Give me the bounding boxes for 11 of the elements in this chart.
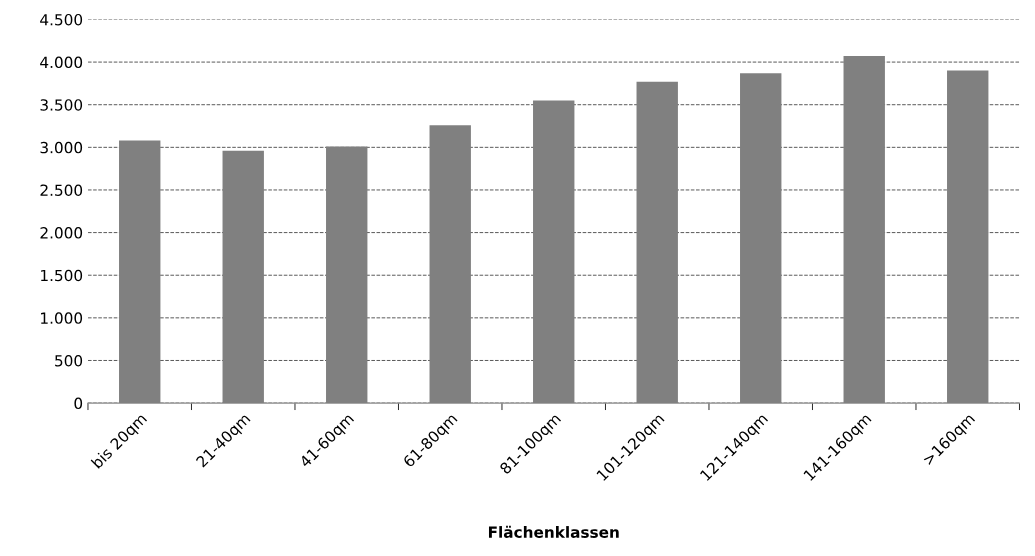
y-tick-label: 2.000 [40, 227, 83, 239]
y-tick-label: 2.500 [40, 184, 83, 196]
y-tick-label: 4.000 [40, 56, 83, 69]
y-tick-label: 500 [55, 354, 83, 367]
y-tick-label: 0 [74, 397, 83, 410]
y-tick-label: 1.500 [41, 269, 83, 282]
x-axis-title: Flächenklassen [488, 525, 619, 538]
y-tick-label: 4.500 [40, 13, 83, 26]
y-tick-label: 3.000 [40, 141, 83, 154]
y-tick-label: 3.500 [40, 99, 83, 111]
y-tick-label: 1.000 [41, 312, 83, 324]
